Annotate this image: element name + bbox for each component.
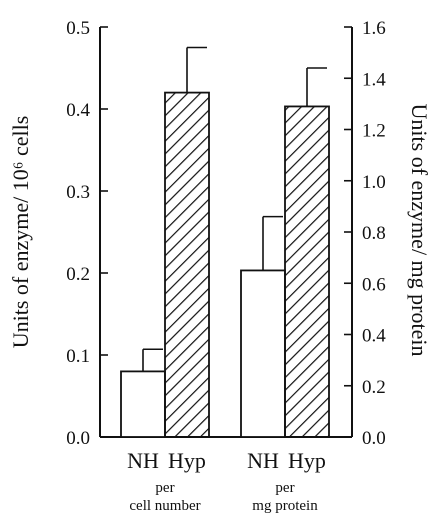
- bars: [120, 46, 330, 438]
- bar-nh-1: [120, 370, 166, 438]
- left-tick-label: 0.1: [66, 346, 90, 367]
- bar-nh-2: [240, 269, 286, 438]
- right-tick-label: 1.4: [362, 69, 386, 90]
- left-tick-label: 0.4: [66, 100, 90, 121]
- category-label: NH: [127, 448, 159, 473]
- left-tick-label: 0.2: [66, 264, 90, 285]
- left-axis-ticks: 0.0 0.1 0.2 0.3 0.4 0.5: [66, 18, 108, 449]
- category-label: Hyp: [288, 448, 326, 473]
- left-tick-label: 0.5: [66, 18, 90, 39]
- right-tick-label: 0.0: [362, 428, 386, 449]
- category-label: Hyp: [168, 448, 206, 473]
- right-tick-label: 0.4: [362, 326, 386, 347]
- bar-hyp-1: [164, 91, 210, 438]
- right-axis-label: Units of enzyme/ mg protein: [407, 104, 432, 357]
- group-label-line2: mg protein: [252, 498, 318, 514]
- right-tick-label: 1.6: [362, 18, 386, 39]
- right-tick-label: 1.0: [362, 172, 386, 193]
- right-tick-label: 0.6: [362, 274, 386, 295]
- right-tick-label: 0.2: [362, 377, 386, 398]
- left-tick-label: 0.0: [66, 428, 90, 449]
- group-label-line1: per: [275, 480, 294, 496]
- left-axis-label: Units of enzyme/ 10⁶ cells: [8, 116, 33, 349]
- left-tick-label: 0.3: [66, 182, 90, 203]
- right-axis-ticks: 0.0 0.2 0.4 0.6 0.8 1.0 1.2 1.4 1.6: [344, 18, 386, 449]
- group-label-line1: per: [155, 480, 174, 496]
- category-label: NH: [247, 448, 279, 473]
- bar-hyp-2: [284, 105, 330, 438]
- group-label-line2: cell number: [129, 498, 200, 514]
- right-tick-label: 0.8: [362, 223, 386, 244]
- right-tick-label: 1.2: [362, 121, 386, 142]
- category-labels: NH Hyp per cell number NH Hyp per mg protein: [127, 448, 326, 514]
